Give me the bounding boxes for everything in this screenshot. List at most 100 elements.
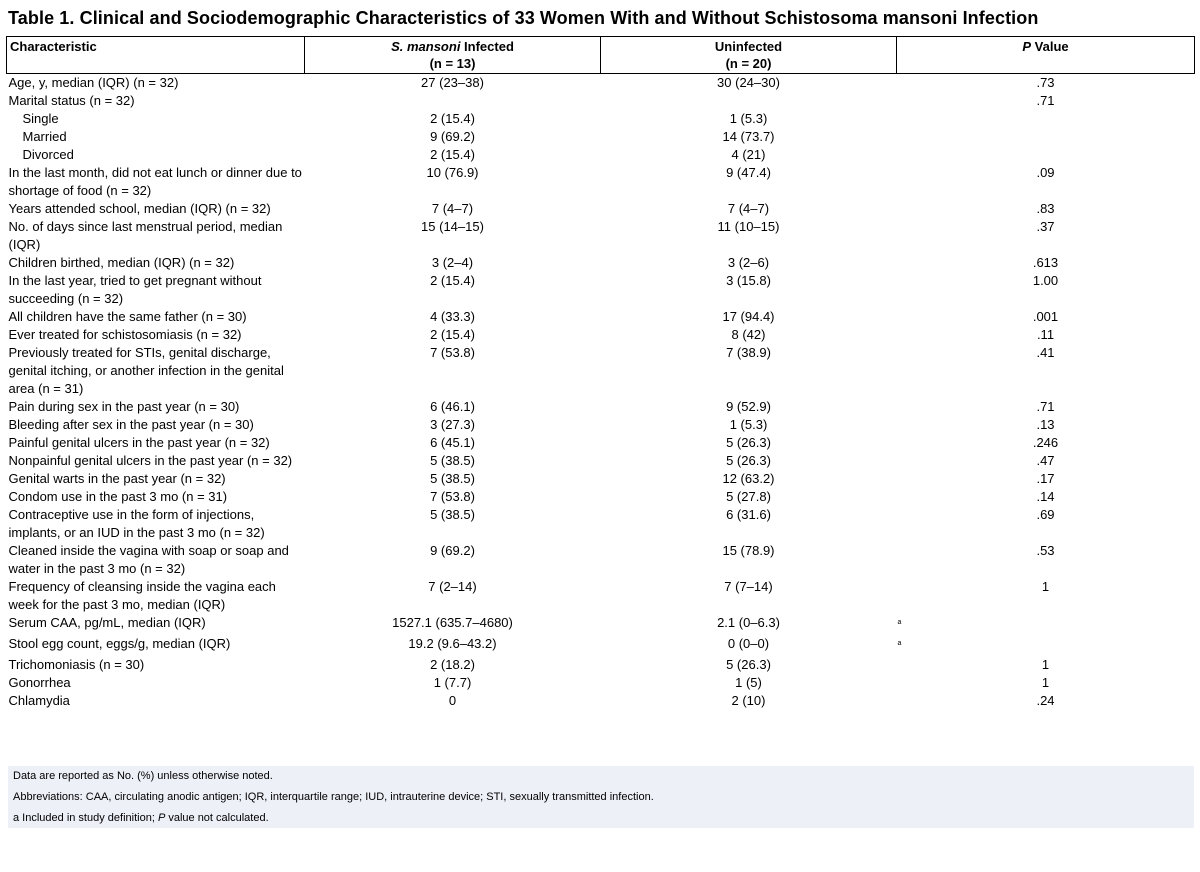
row-characteristic: Bleeding after sex in the past year (n =… (8, 417, 254, 432)
row-uninfected-value: 1 (5.3) (729, 417, 768, 432)
table-row: Previously treated for STIs, genital dis… (7, 344, 1195, 398)
row-infected-value: 5 (38.5) (430, 453, 475, 468)
table-row: Divorced 2 (15.4) 4 (21) (7, 146, 1195, 164)
row-infected-value: 19.2 (9.6–43.2) (408, 636, 497, 651)
row-p-value: a (897, 614, 1195, 635)
row-p-value: 1 (1041, 657, 1050, 672)
row-uninfected-value: 6 (31.6) (726, 507, 771, 522)
row-characteristic: Painful genital ulcers in the past year … (8, 435, 270, 450)
row-p-value: a (897, 635, 1195, 656)
table-row: Children birthed, median (IQR) (n = 32) 3… (7, 254, 1195, 272)
row-p-value: .24 (1036, 693, 1055, 708)
row-characteristic: Marital status (n = 32) (8, 93, 135, 108)
row-uninfected-value: 5 (27.8) (726, 489, 771, 504)
row-p-value: .71 (1036, 399, 1055, 414)
header-p-italic: P (1022, 39, 1032, 54)
row-p-value: .73 (1036, 75, 1055, 90)
row-infected-value: 4 (33.3) (430, 309, 475, 324)
table-row: In the last year, tried to get pregnant … (7, 272, 1195, 308)
row-p-value: .41 (1036, 345, 1055, 360)
row-characteristic: Cleaned inside the vagina with soap or s… (8, 543, 289, 576)
row-p-value: .09 (1036, 165, 1055, 180)
row-characteristic: Previously treated for STIs, genital dis… (8, 345, 284, 396)
row-uninfected-value: 14 (73.7) (722, 129, 775, 144)
table-row: Single 2 (15.4) 1 (5.3) (7, 110, 1195, 128)
row-uninfected-value: 5 (26.3) (726, 657, 771, 672)
table-row: No. of days since last menstrual period,… (7, 218, 1195, 254)
row-uninfected-value: 7 (7–14) (724, 579, 773, 594)
row-infected-value: 2 (15.4) (430, 327, 475, 342)
footnote-a-post: value not calculated. (165, 812, 269, 824)
table-row: Stool egg count, eggs/g, median (IQR) 19.… (7, 635, 1195, 656)
table-footnotes: Data are reported as No. (%) unless othe… (8, 766, 1194, 828)
row-p-value (897, 110, 1195, 128)
row-uninfected-value: 15 (78.9) (722, 543, 775, 558)
table-row: Pain during sex in the past year (n = 30… (7, 398, 1195, 416)
table-header: Characteristic S. mansoni Infected (n = 1… (6, 36, 1195, 74)
row-infected-value: 9 (69.2) (430, 129, 475, 144)
row-characteristic: Frequency of cleansing inside the vagina… (8, 579, 276, 612)
header-infected-italic: S. mansoni (391, 39, 461, 54)
row-characteristic: Age, y, median (IQR) (n = 32) (8, 75, 179, 90)
table-row: Gonorrhea 1 (7.7) 1 (5) 1 (7, 674, 1195, 692)
row-p-value: .69 (1036, 507, 1055, 522)
row-uninfected-value: 3 (2–6) (727, 255, 770, 270)
footnote-data-format: Data are reported as No. (%) unless othe… (13, 770, 273, 782)
row-uninfected-value: 11 (10–15) (717, 219, 780, 234)
row-characteristic: In the last year, tried to get pregnant … (8, 273, 262, 306)
row-p-value: .613 (1032, 255, 1059, 270)
footnote-a-italic: P (157, 812, 166, 824)
table-row: Condom use in the past 3 mo (n = 31) 7 (5… (7, 488, 1195, 506)
row-infected-value: 2 (15.4) (430, 273, 475, 288)
row-uninfected-value: 3 (15.8) (726, 273, 771, 288)
row-uninfected-value: 1 (5) (735, 675, 762, 690)
row-uninfected-value: 0 (0–0) (727, 636, 770, 651)
row-infected-value: 7 (53.8) (430, 345, 475, 360)
table-row: Painful genital ulcers in the past year … (7, 434, 1195, 452)
header-characteristic: Characteristic (6, 36, 305, 74)
row-uninfected-value: 9 (52.9) (726, 399, 771, 414)
row-characteristic: Nonpainful genital ulcers in the past ye… (8, 453, 293, 468)
row-characteristic: Condom use in the past 3 mo (n = 31) (8, 489, 228, 504)
footnote-abbreviations: Abbreviations: CAA, circulating anodic a… (13, 791, 654, 803)
row-uninfected-value: 7 (38.9) (726, 345, 771, 360)
table-row: Ever treated for schistosomiasis (n = 32… (7, 326, 1195, 344)
row-characteristic: Genital warts in the past year (n = 32) (8, 471, 226, 486)
table-row: Marital status (n = 32) .71 (7, 92, 1195, 110)
table-row: Years attended school, median (IQR) (n =… (7, 200, 1195, 218)
row-uninfected-value: 30 (24–30) (717, 75, 780, 90)
row-p-value: 1.00 (1032, 273, 1059, 288)
row-infected-value: 5 (38.5) (430, 507, 475, 522)
row-characteristic: Single (22, 111, 59, 126)
row-characteristic: No. of days since last menstrual period,… (8, 219, 283, 252)
row-p-value: .71 (1036, 93, 1055, 108)
header-infected-rest: Infected (460, 39, 514, 54)
row-characteristic: Pain during sex in the past year (n = 30… (8, 399, 240, 414)
row-infected-value: 27 (23–38) (421, 75, 484, 90)
row-p-value: .37 (1036, 219, 1055, 234)
header-uninfected-n: (n = 20) (725, 56, 772, 71)
header-p-rest: Value (1031, 39, 1069, 54)
table-row: Contraceptive use in the form of injecti… (7, 506, 1195, 542)
row-infected-value: 3 (27.3) (430, 417, 475, 432)
table-row: All children have the same father (n = 3… (7, 308, 1195, 326)
table-title: Table 1. Clinical and Sociodemographic C… (8, 8, 1039, 28)
row-uninfected-value: 17 (94.4) (722, 309, 775, 324)
row-infected-value: 6 (45.1) (430, 435, 475, 450)
row-infected-value (305, 92, 601, 110)
row-p-value: .246 (1032, 435, 1059, 450)
row-p-value: .47 (1036, 453, 1055, 468)
footnote-marker: a (897, 619, 902, 626)
row-uninfected-value: 2.1 (0–6.3) (717, 615, 780, 630)
table-row: Genital warts in the past year (n = 32) 5… (7, 470, 1195, 488)
row-uninfected-value (601, 92, 897, 110)
row-infected-value: 0 (448, 693, 457, 708)
row-uninfected-value: 1 (5.3) (729, 111, 768, 126)
row-characteristic: Contraceptive use in the form of injecti… (8, 507, 265, 540)
table-row: Age, y, median (IQR) (n = 32) 27 (23–38) 3… (7, 74, 1195, 93)
table-row: Bleeding after sex in the past year (n =… (7, 416, 1195, 434)
row-characteristic: In the last month, did not eat lunch or … (8, 165, 302, 198)
row-infected-value: 9 (69.2) (430, 543, 475, 558)
row-p-value: 1 (1041, 675, 1050, 690)
header-p-value: P Value (896, 36, 1195, 74)
